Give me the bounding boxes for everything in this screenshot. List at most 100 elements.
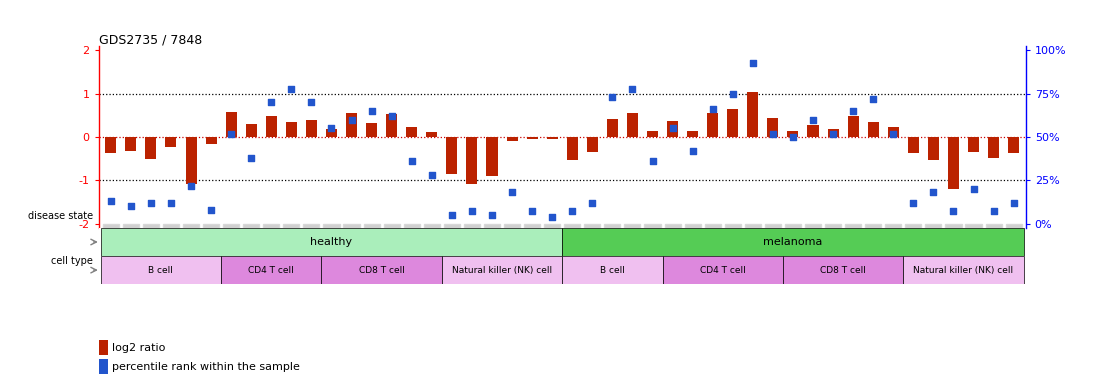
- Bar: [466, 137, 477, 184]
- Bar: [727, 109, 738, 137]
- Point: [443, 212, 461, 218]
- Point: [102, 198, 120, 204]
- Point: [523, 209, 541, 215]
- Bar: [222, 256, 321, 284]
- Point: [242, 155, 260, 161]
- Bar: [125, 137, 136, 151]
- Point: [945, 209, 962, 215]
- Bar: [687, 131, 698, 137]
- Bar: [663, 256, 783, 284]
- Point: [342, 117, 360, 123]
- Text: melanoma: melanoma: [764, 237, 823, 247]
- Point: [1005, 200, 1022, 206]
- Bar: [948, 137, 959, 189]
- Point: [223, 131, 240, 137]
- Bar: [366, 123, 377, 137]
- Bar: [968, 137, 979, 152]
- Point: [363, 108, 381, 114]
- Bar: [99, 359, 109, 374]
- Bar: [546, 137, 557, 139]
- Point: [925, 189, 942, 195]
- Text: Natural killer (NK) cell: Natural killer (NK) cell: [452, 266, 552, 275]
- Bar: [105, 137, 116, 154]
- Bar: [567, 137, 578, 159]
- Point: [724, 91, 742, 97]
- Bar: [848, 116, 859, 137]
- Bar: [747, 91, 758, 137]
- Point: [323, 125, 340, 131]
- Point: [704, 106, 722, 113]
- Bar: [988, 137, 999, 158]
- Bar: [908, 137, 919, 154]
- Point: [403, 158, 420, 164]
- Point: [845, 108, 862, 114]
- Point: [383, 113, 400, 119]
- Bar: [587, 137, 598, 152]
- Bar: [101, 256, 222, 284]
- Text: B cell: B cell: [600, 266, 625, 275]
- Point: [905, 200, 923, 206]
- Bar: [667, 121, 678, 137]
- Point: [283, 86, 301, 92]
- Point: [824, 131, 841, 137]
- Bar: [101, 228, 563, 256]
- Point: [985, 209, 1003, 215]
- Bar: [563, 228, 1024, 256]
- Point: [162, 200, 180, 206]
- Bar: [807, 125, 818, 137]
- Bar: [265, 116, 276, 137]
- Point: [584, 200, 601, 206]
- Bar: [226, 112, 237, 137]
- Point: [603, 94, 621, 100]
- Bar: [321, 256, 442, 284]
- Point: [504, 189, 521, 195]
- Point: [765, 131, 782, 137]
- Bar: [708, 113, 719, 137]
- Bar: [406, 127, 417, 137]
- Bar: [306, 120, 317, 137]
- Text: CD8 T cell: CD8 T cell: [821, 266, 866, 275]
- Bar: [868, 122, 879, 137]
- Bar: [783, 256, 903, 284]
- Point: [202, 207, 219, 213]
- Point: [804, 117, 822, 123]
- Bar: [146, 137, 157, 159]
- Point: [624, 86, 642, 92]
- Bar: [788, 131, 799, 137]
- Point: [683, 148, 701, 154]
- Point: [564, 209, 581, 215]
- Text: B cell: B cell: [148, 266, 173, 275]
- Bar: [246, 124, 257, 137]
- Point: [262, 99, 280, 106]
- Point: [864, 96, 882, 102]
- Bar: [185, 137, 196, 184]
- Bar: [527, 137, 538, 139]
- Text: cell type: cell type: [52, 257, 93, 266]
- Bar: [903, 256, 1024, 284]
- Text: Natural killer (NK) cell: Natural killer (NK) cell: [914, 266, 1014, 275]
- Bar: [647, 131, 658, 137]
- Bar: [928, 137, 939, 159]
- Text: disease state: disease state: [29, 211, 93, 221]
- Bar: [326, 129, 337, 137]
- Bar: [205, 137, 216, 144]
- Text: CD4 T cell: CD4 T cell: [700, 266, 746, 275]
- Point: [483, 212, 500, 218]
- Bar: [286, 122, 297, 137]
- Point: [744, 60, 761, 66]
- Point: [143, 200, 160, 206]
- Point: [182, 182, 200, 189]
- Point: [423, 172, 441, 178]
- Point: [964, 186, 982, 192]
- Text: percentile rank within the sample: percentile rank within the sample: [112, 362, 301, 372]
- Bar: [887, 127, 898, 137]
- Bar: [486, 137, 498, 176]
- Bar: [507, 137, 518, 141]
- Text: CD8 T cell: CD8 T cell: [359, 266, 405, 275]
- Bar: [446, 137, 457, 174]
- Bar: [626, 113, 638, 137]
- Bar: [346, 113, 357, 137]
- Bar: [607, 119, 618, 137]
- Text: log2 ratio: log2 ratio: [112, 343, 166, 353]
- Bar: [427, 132, 438, 137]
